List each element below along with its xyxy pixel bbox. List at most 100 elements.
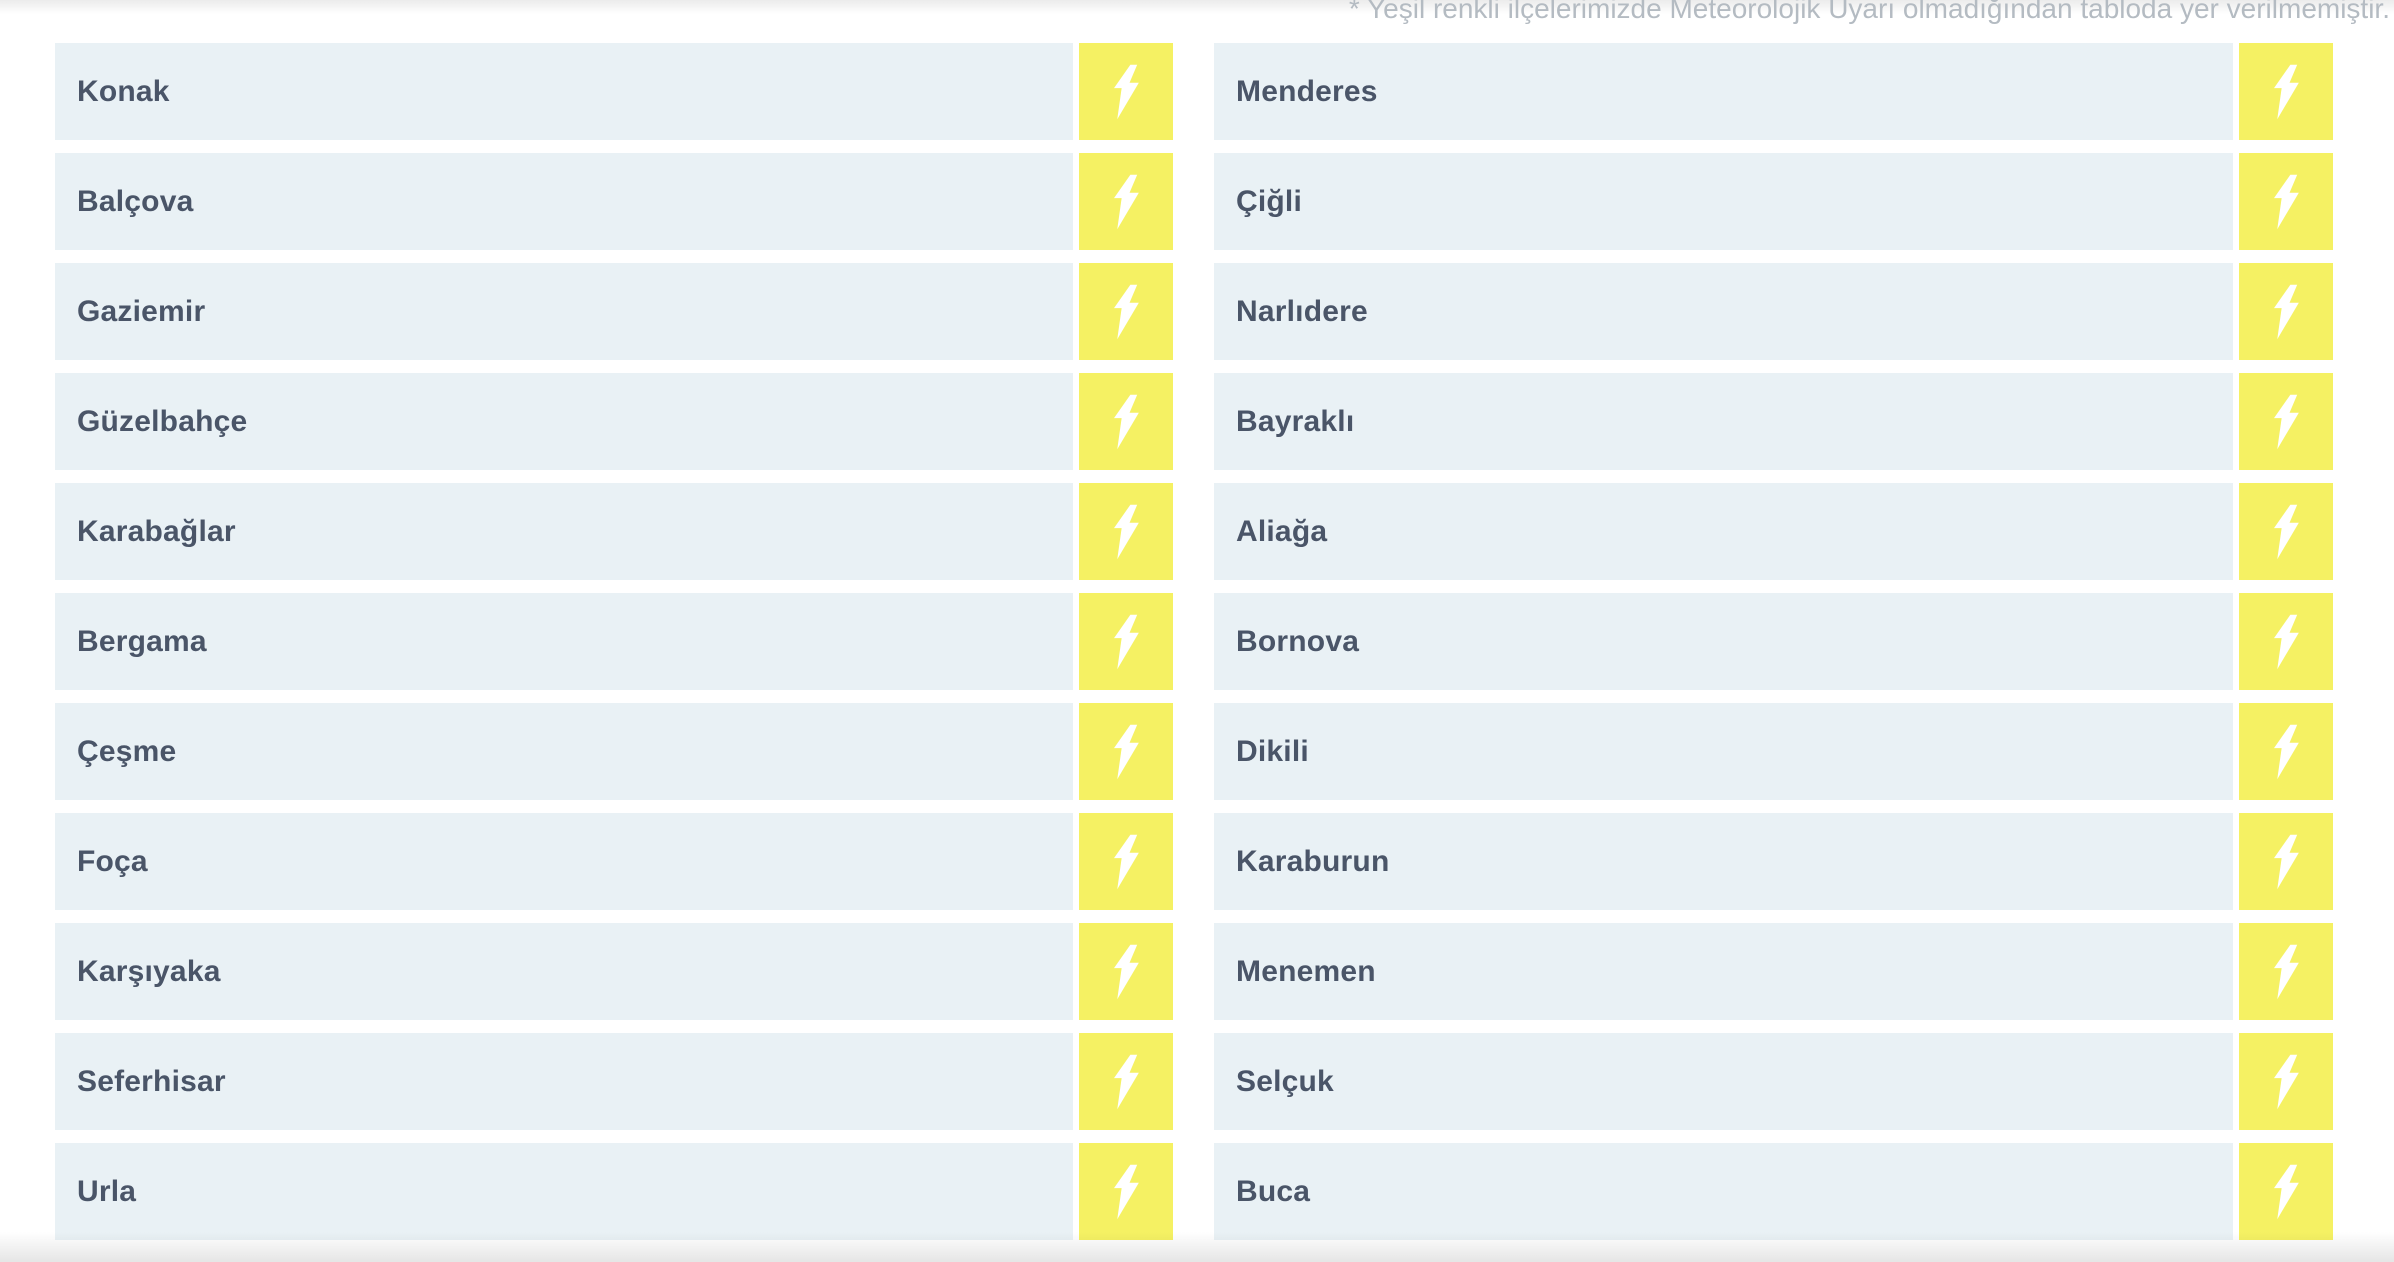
lightning-bolt-icon	[2274, 724, 2299, 779]
district-warning-row[interactable]: Bergama	[55, 593, 1173, 690]
thunderstorm-warning-cell	[2239, 703, 2333, 800]
district-label: Konak	[77, 74, 170, 108]
district-label: Urla	[77, 1174, 137, 1208]
district-column-right: Menderes Çiğli Narlıdere Bayrakl	[1214, 43, 2333, 1253]
district-name-bar: Çiğli	[1214, 153, 2233, 250]
district-warning-row[interactable]: Bornova	[1214, 593, 2333, 690]
district-label: Karaburun	[1236, 844, 1390, 878]
district-warning-row[interactable]: Urla	[55, 1143, 1173, 1240]
district-name-bar: Buca	[1214, 1143, 2233, 1240]
lightning-bolt-icon	[1114, 834, 1139, 889]
district-name-bar: Urla	[55, 1143, 1073, 1240]
district-warning-row[interactable]: Gaziemir	[55, 263, 1173, 360]
thunderstorm-warning-cell	[2239, 1033, 2333, 1130]
thunderstorm-warning-cell	[2239, 483, 2333, 580]
lightning-bolt-icon	[2274, 834, 2299, 889]
district-name-bar: Karşıyaka	[55, 923, 1073, 1020]
district-label: Çeşme	[77, 734, 177, 768]
thunderstorm-warning-cell	[1079, 593, 1173, 690]
district-warning-table: Konak Balçova Gaziemir Güzelbahç	[55, 43, 2333, 1253]
district-warning-row[interactable]: Güzelbahçe	[55, 373, 1173, 470]
lightning-bolt-icon	[1114, 1054, 1139, 1109]
lightning-bolt-icon	[1114, 614, 1139, 669]
district-label: Foça	[77, 844, 148, 878]
thunderstorm-warning-cell	[2239, 43, 2333, 140]
district-name-bar: Bayraklı	[1214, 373, 2233, 470]
district-label: Narlıdere	[1236, 294, 1368, 328]
lightning-bolt-icon	[1114, 504, 1139, 559]
district-warning-row[interactable]: Konak	[55, 43, 1173, 140]
district-warning-row[interactable]: Bayraklı	[1214, 373, 2333, 470]
district-warning-row[interactable]: Menemen	[1214, 923, 2333, 1020]
district-warning-row[interactable]: Menderes	[1214, 43, 2333, 140]
thunderstorm-warning-cell	[1079, 1143, 1173, 1240]
district-label: Bergama	[77, 624, 207, 658]
district-warning-row[interactable]: Balçova	[55, 153, 1173, 250]
district-name-bar: Dikili	[1214, 703, 2233, 800]
district-name-bar: Menderes	[1214, 43, 2233, 140]
district-warning-row[interactable]: Selçuk	[1214, 1033, 2333, 1130]
district-label: Bornova	[1236, 624, 1360, 658]
district-label: Karşıyaka	[77, 954, 221, 988]
district-name-bar: Karaburun	[1214, 813, 2233, 910]
lightning-bolt-icon	[2274, 504, 2299, 559]
lightning-bolt-icon	[1114, 394, 1139, 449]
thunderstorm-warning-cell	[1079, 1033, 1173, 1130]
thunderstorm-warning-cell	[1079, 373, 1173, 470]
district-name-bar: Menemen	[1214, 923, 2233, 1020]
district-label: Dikili	[1236, 734, 1309, 768]
district-warning-row[interactable]: Karşıyaka	[55, 923, 1173, 1020]
district-label: Çiğli	[1236, 184, 1302, 218]
district-label: Gaziemir	[77, 294, 206, 328]
thunderstorm-warning-cell	[2239, 373, 2333, 470]
thunderstorm-warning-cell	[2239, 813, 2333, 910]
district-name-bar: Balçova	[55, 153, 1073, 250]
district-name-bar: Foça	[55, 813, 1073, 910]
district-name-bar: Karabağlar	[55, 483, 1073, 580]
lightning-bolt-icon	[1114, 64, 1139, 119]
thunderstorm-warning-cell	[1079, 153, 1173, 250]
district-warning-row[interactable]: Çiğli	[1214, 153, 2333, 250]
district-label: Menderes	[1236, 74, 1378, 108]
district-name-bar: Aliağa	[1214, 483, 2233, 580]
district-label: Bayraklı	[1236, 404, 1355, 438]
lightning-bolt-icon	[2274, 1164, 2299, 1219]
district-warning-row[interactable]: Narlıdere	[1214, 263, 2333, 360]
thunderstorm-warning-cell	[2239, 1143, 2333, 1240]
district-name-bar: Selçuk	[1214, 1033, 2233, 1130]
thunderstorm-warning-cell	[1079, 923, 1173, 1020]
thunderstorm-warning-cell	[1079, 813, 1173, 910]
lightning-bolt-icon	[2274, 174, 2299, 229]
thunderstorm-warning-cell	[2239, 263, 2333, 360]
district-label: Seferhisar	[77, 1064, 226, 1098]
district-name-bar: Güzelbahçe	[55, 373, 1073, 470]
district-warning-row[interactable]: Çeşme	[55, 703, 1173, 800]
thunderstorm-warning-cell	[2239, 593, 2333, 690]
lightning-bolt-icon	[2274, 1054, 2299, 1109]
district-label: Güzelbahçe	[77, 404, 248, 438]
lightning-bolt-icon	[1114, 284, 1139, 339]
lightning-bolt-icon	[1114, 724, 1139, 779]
district-warning-row[interactable]: Karaburun	[1214, 813, 2333, 910]
green-districts-footnote: * Yeşil renkli ilçelerimizde Meteoroloji…	[1348, 0, 2390, 24]
district-warning-row[interactable]: Aliağa	[1214, 483, 2333, 580]
district-warning-row[interactable]: Seferhisar	[55, 1033, 1173, 1130]
district-warning-row[interactable]: Buca	[1214, 1143, 2333, 1240]
district-label: Aliağa	[1236, 514, 1328, 548]
district-name-bar: Narlıdere	[1214, 263, 2233, 360]
district-name-bar: Bergama	[55, 593, 1073, 690]
lightning-bolt-icon	[2274, 394, 2299, 449]
district-warning-row[interactable]: Foça	[55, 813, 1173, 910]
district-warning-row[interactable]: Karabağlar	[55, 483, 1173, 580]
district-label: Karabağlar	[77, 514, 236, 548]
thunderstorm-warning-cell	[1079, 43, 1173, 140]
district-warning-row[interactable]: Dikili	[1214, 703, 2333, 800]
thunderstorm-warning-cell	[1079, 703, 1173, 800]
lightning-bolt-icon	[2274, 284, 2299, 339]
district-label: Menemen	[1236, 954, 1376, 988]
lightning-bolt-icon	[1114, 1164, 1139, 1219]
district-name-bar: Gaziemir	[55, 263, 1073, 360]
lightning-bolt-icon	[1114, 944, 1139, 999]
lightning-bolt-icon	[2274, 64, 2299, 119]
district-name-bar: Konak	[55, 43, 1073, 140]
